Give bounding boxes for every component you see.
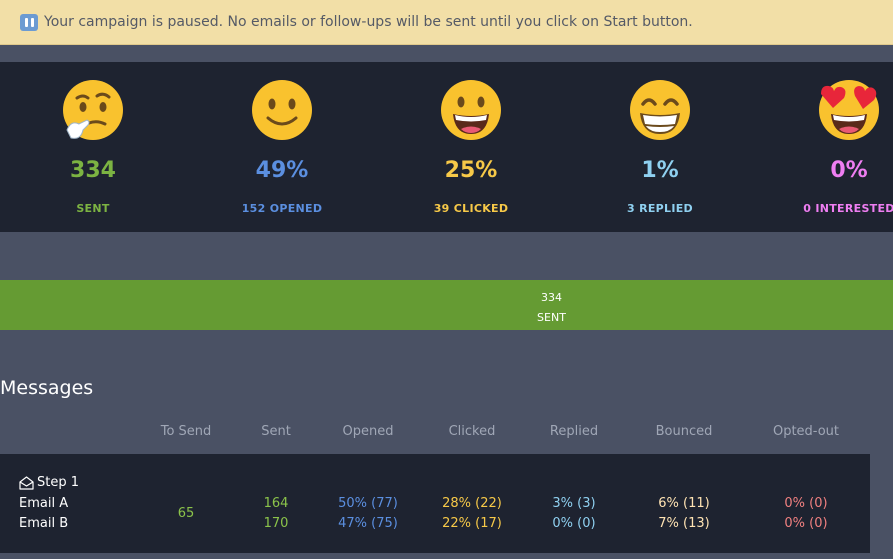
- stat-sent: 334 SENT: [13, 62, 173, 232]
- replied-value: 3% (3): [552, 496, 596, 511]
- stat-value: 49%: [255, 158, 309, 183]
- pause-icon: [20, 13, 38, 31]
- stat-label: SENT: [76, 202, 110, 215]
- messages-table: Step 1 Email A Email B 65 164 170 50% (7…: [0, 454, 870, 553]
- col-bounced: Bounced: [655, 424, 713, 439]
- stat-replied: 1% 3 REPLIED: [580, 62, 740, 232]
- progress-text: 334 SENT: [0, 288, 893, 328]
- clicked-value: 28% (22): [442, 496, 502, 511]
- banner-text: Your campaign is paused. No emails or fo…: [44, 14, 693, 30]
- opened-value: 50% (77): [338, 496, 398, 511]
- col-to-send: To Send: [160, 424, 212, 439]
- replied-value: 0% (0): [552, 516, 596, 531]
- stat-label: 0 INTERESTED: [803, 202, 893, 215]
- email-name[interactable]: Email B: [19, 516, 69, 531]
- opted-out-value: 0% (0): [784, 496, 828, 511]
- stat-clicked: 25% 39 CLICKED: [391, 62, 551, 232]
- progress-count: 334: [541, 291, 562, 304]
- beaming-face-icon: [630, 80, 690, 140]
- step-row[interactable]: Step 1: [19, 475, 79, 490]
- messages-title: Messages: [0, 377, 94, 399]
- to-send-value: 65: [177, 506, 195, 521]
- stat-interested: 0% 0 INTERESTED: [769, 62, 893, 232]
- stat-value: 0%: [830, 158, 868, 183]
- col-sent: Sent: [261, 424, 291, 439]
- col-opted-out: Opted-out: [772, 424, 840, 439]
- stat-opened: 49% 152 OPENED: [202, 62, 362, 232]
- stat-label: 3 REPLIED: [627, 202, 693, 215]
- email-name[interactable]: Email A: [19, 496, 69, 511]
- sent-progress-bar: 334 SENT: [0, 280, 893, 330]
- stat-value: 334: [70, 158, 116, 183]
- slightly-smiling-face-icon: [252, 80, 312, 140]
- col-opened: Opened: [342, 424, 394, 439]
- sent-value: 164: [263, 496, 289, 511]
- bounced-value: 7% (13): [658, 516, 710, 531]
- stats-panel: 334 SENT 49% 152 OPENED 25% 39 CLICKED: [0, 62, 893, 232]
- grinning-face-icon: [441, 80, 501, 140]
- col-clicked: Clicked: [448, 424, 496, 439]
- bounced-value: 6% (11): [658, 496, 710, 511]
- progress-fill: [0, 280, 893, 330]
- col-replied: Replied: [549, 424, 599, 439]
- thinking-face-icon: [63, 80, 123, 140]
- stat-label: 39 CLICKED: [433, 202, 509, 215]
- opened-value: 47% (75): [338, 516, 398, 531]
- clicked-value: 22% (17): [442, 516, 502, 531]
- envelope-open-icon: [19, 475, 34, 490]
- campaign-paused-banner: Your campaign is paused. No emails or fo…: [0, 0, 893, 45]
- heart-eyes-face-icon: [819, 80, 879, 140]
- step-label: Step 1: [37, 475, 80, 490]
- stat-value: 25%: [444, 158, 498, 183]
- stat-label: 152 OPENED: [241, 202, 323, 215]
- sent-value: 170: [263, 516, 289, 531]
- opted-out-value: 0% (0): [784, 516, 828, 531]
- stat-value: 1%: [641, 158, 679, 183]
- progress-label: SENT: [537, 311, 566, 324]
